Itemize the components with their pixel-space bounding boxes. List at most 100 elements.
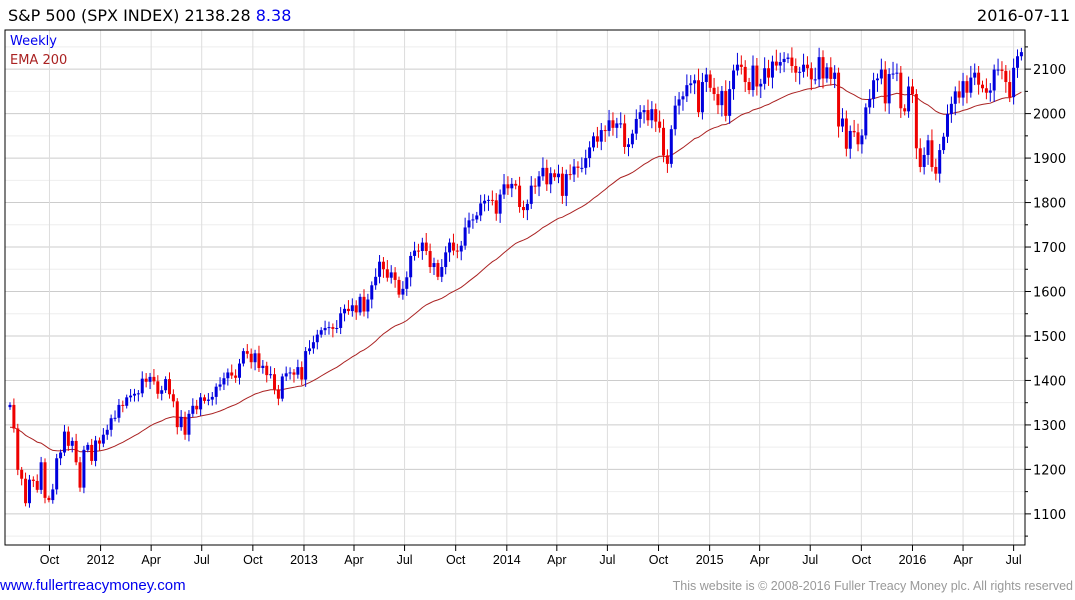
candle	[284, 366, 288, 381]
candle-body	[97, 440, 101, 444]
candle	[549, 167, 553, 194]
candle	[735, 52, 739, 76]
candle-body	[743, 66, 747, 83]
candle	[311, 335, 315, 354]
candle	[739, 55, 743, 75]
y-tick-label: 1100	[1033, 508, 1066, 523]
candle	[179, 410, 183, 431]
candle	[677, 92, 681, 115]
candle	[545, 159, 549, 191]
candle-body	[117, 404, 121, 418]
candle-body	[39, 462, 43, 490]
candle-body	[525, 203, 529, 211]
candle	[790, 47, 794, 73]
candle-body	[961, 81, 965, 98]
candle-body	[463, 227, 467, 246]
candle	[8, 402, 12, 410]
candle-body	[121, 404, 125, 406]
candle-body	[782, 58, 786, 63]
candle-body	[856, 132, 860, 145]
candle	[848, 125, 852, 159]
candle-body	[245, 351, 249, 354]
candle	[778, 52, 782, 74]
candle-body	[724, 90, 728, 116]
candle	[354, 300, 358, 320]
candle	[97, 437, 101, 451]
candle-body	[560, 173, 564, 196]
candle	[471, 213, 475, 229]
candle-body	[521, 207, 525, 211]
candle-body	[603, 130, 607, 132]
candle-body	[292, 372, 296, 375]
candle-body	[615, 123, 619, 128]
site-link[interactable]: www.fullertreacymoney.com	[0, 577, 186, 594]
candle-body	[755, 65, 759, 87]
candle-body	[778, 62, 782, 66]
candle-body	[545, 167, 549, 185]
candle-body	[763, 68, 767, 84]
candle	[463, 217, 467, 250]
candle	[728, 80, 732, 124]
candle-body	[129, 395, 133, 398]
candle-body	[206, 399, 210, 401]
candle	[164, 376, 168, 393]
candle-body	[654, 109, 658, 122]
candle-body	[296, 367, 300, 375]
candle	[214, 383, 218, 405]
candle-body	[132, 393, 136, 396]
candle	[210, 391, 214, 406]
candle-body	[354, 305, 358, 313]
candle	[195, 399, 199, 415]
candle	[868, 89, 872, 114]
candle-body	[339, 313, 343, 328]
candle-body	[432, 263, 436, 268]
candle	[615, 117, 619, 139]
candle-body	[136, 393, 140, 395]
candle	[984, 78, 988, 100]
candle	[276, 384, 280, 406]
candle	[833, 65, 837, 89]
candle	[160, 385, 164, 401]
candle-body	[238, 363, 242, 378]
candle	[576, 161, 580, 178]
candle	[973, 63, 977, 86]
candle-body	[483, 200, 487, 204]
candle-body	[20, 469, 24, 479]
candle	[280, 373, 284, 402]
candle	[945, 104, 949, 143]
candle	[560, 166, 564, 204]
candle	[553, 169, 557, 181]
candle-body	[1019, 52, 1023, 57]
candle-body	[903, 108, 907, 112]
candle-body	[210, 396, 214, 400]
candle-body	[451, 242, 455, 251]
candle-body	[506, 184, 510, 189]
candle	[969, 65, 973, 98]
candle-body	[662, 127, 666, 156]
candle-body	[786, 57, 790, 59]
candle-body	[1008, 82, 1012, 98]
candle	[942, 132, 946, 154]
candle-body	[315, 334, 319, 343]
candle-body	[852, 130, 856, 133]
candle	[981, 80, 984, 93]
candle	[370, 281, 374, 309]
candle	[129, 389, 133, 402]
candle-body	[739, 64, 743, 67]
candle-body	[553, 173, 557, 178]
candle-body	[984, 88, 988, 93]
candle	[300, 361, 304, 386]
candle	[238, 358, 242, 385]
candle	[895, 63, 899, 82]
candle-body	[378, 261, 382, 277]
x-tick-label: Oct	[649, 553, 669, 567]
candle-body	[156, 381, 160, 394]
x-tick-label: 2012	[87, 553, 115, 567]
candle	[132, 388, 136, 402]
candle	[35, 474, 39, 493]
candle	[883, 61, 887, 112]
candle-body	[556, 173, 560, 178]
grid	[5, 30, 1025, 545]
candle-body	[448, 242, 452, 253]
